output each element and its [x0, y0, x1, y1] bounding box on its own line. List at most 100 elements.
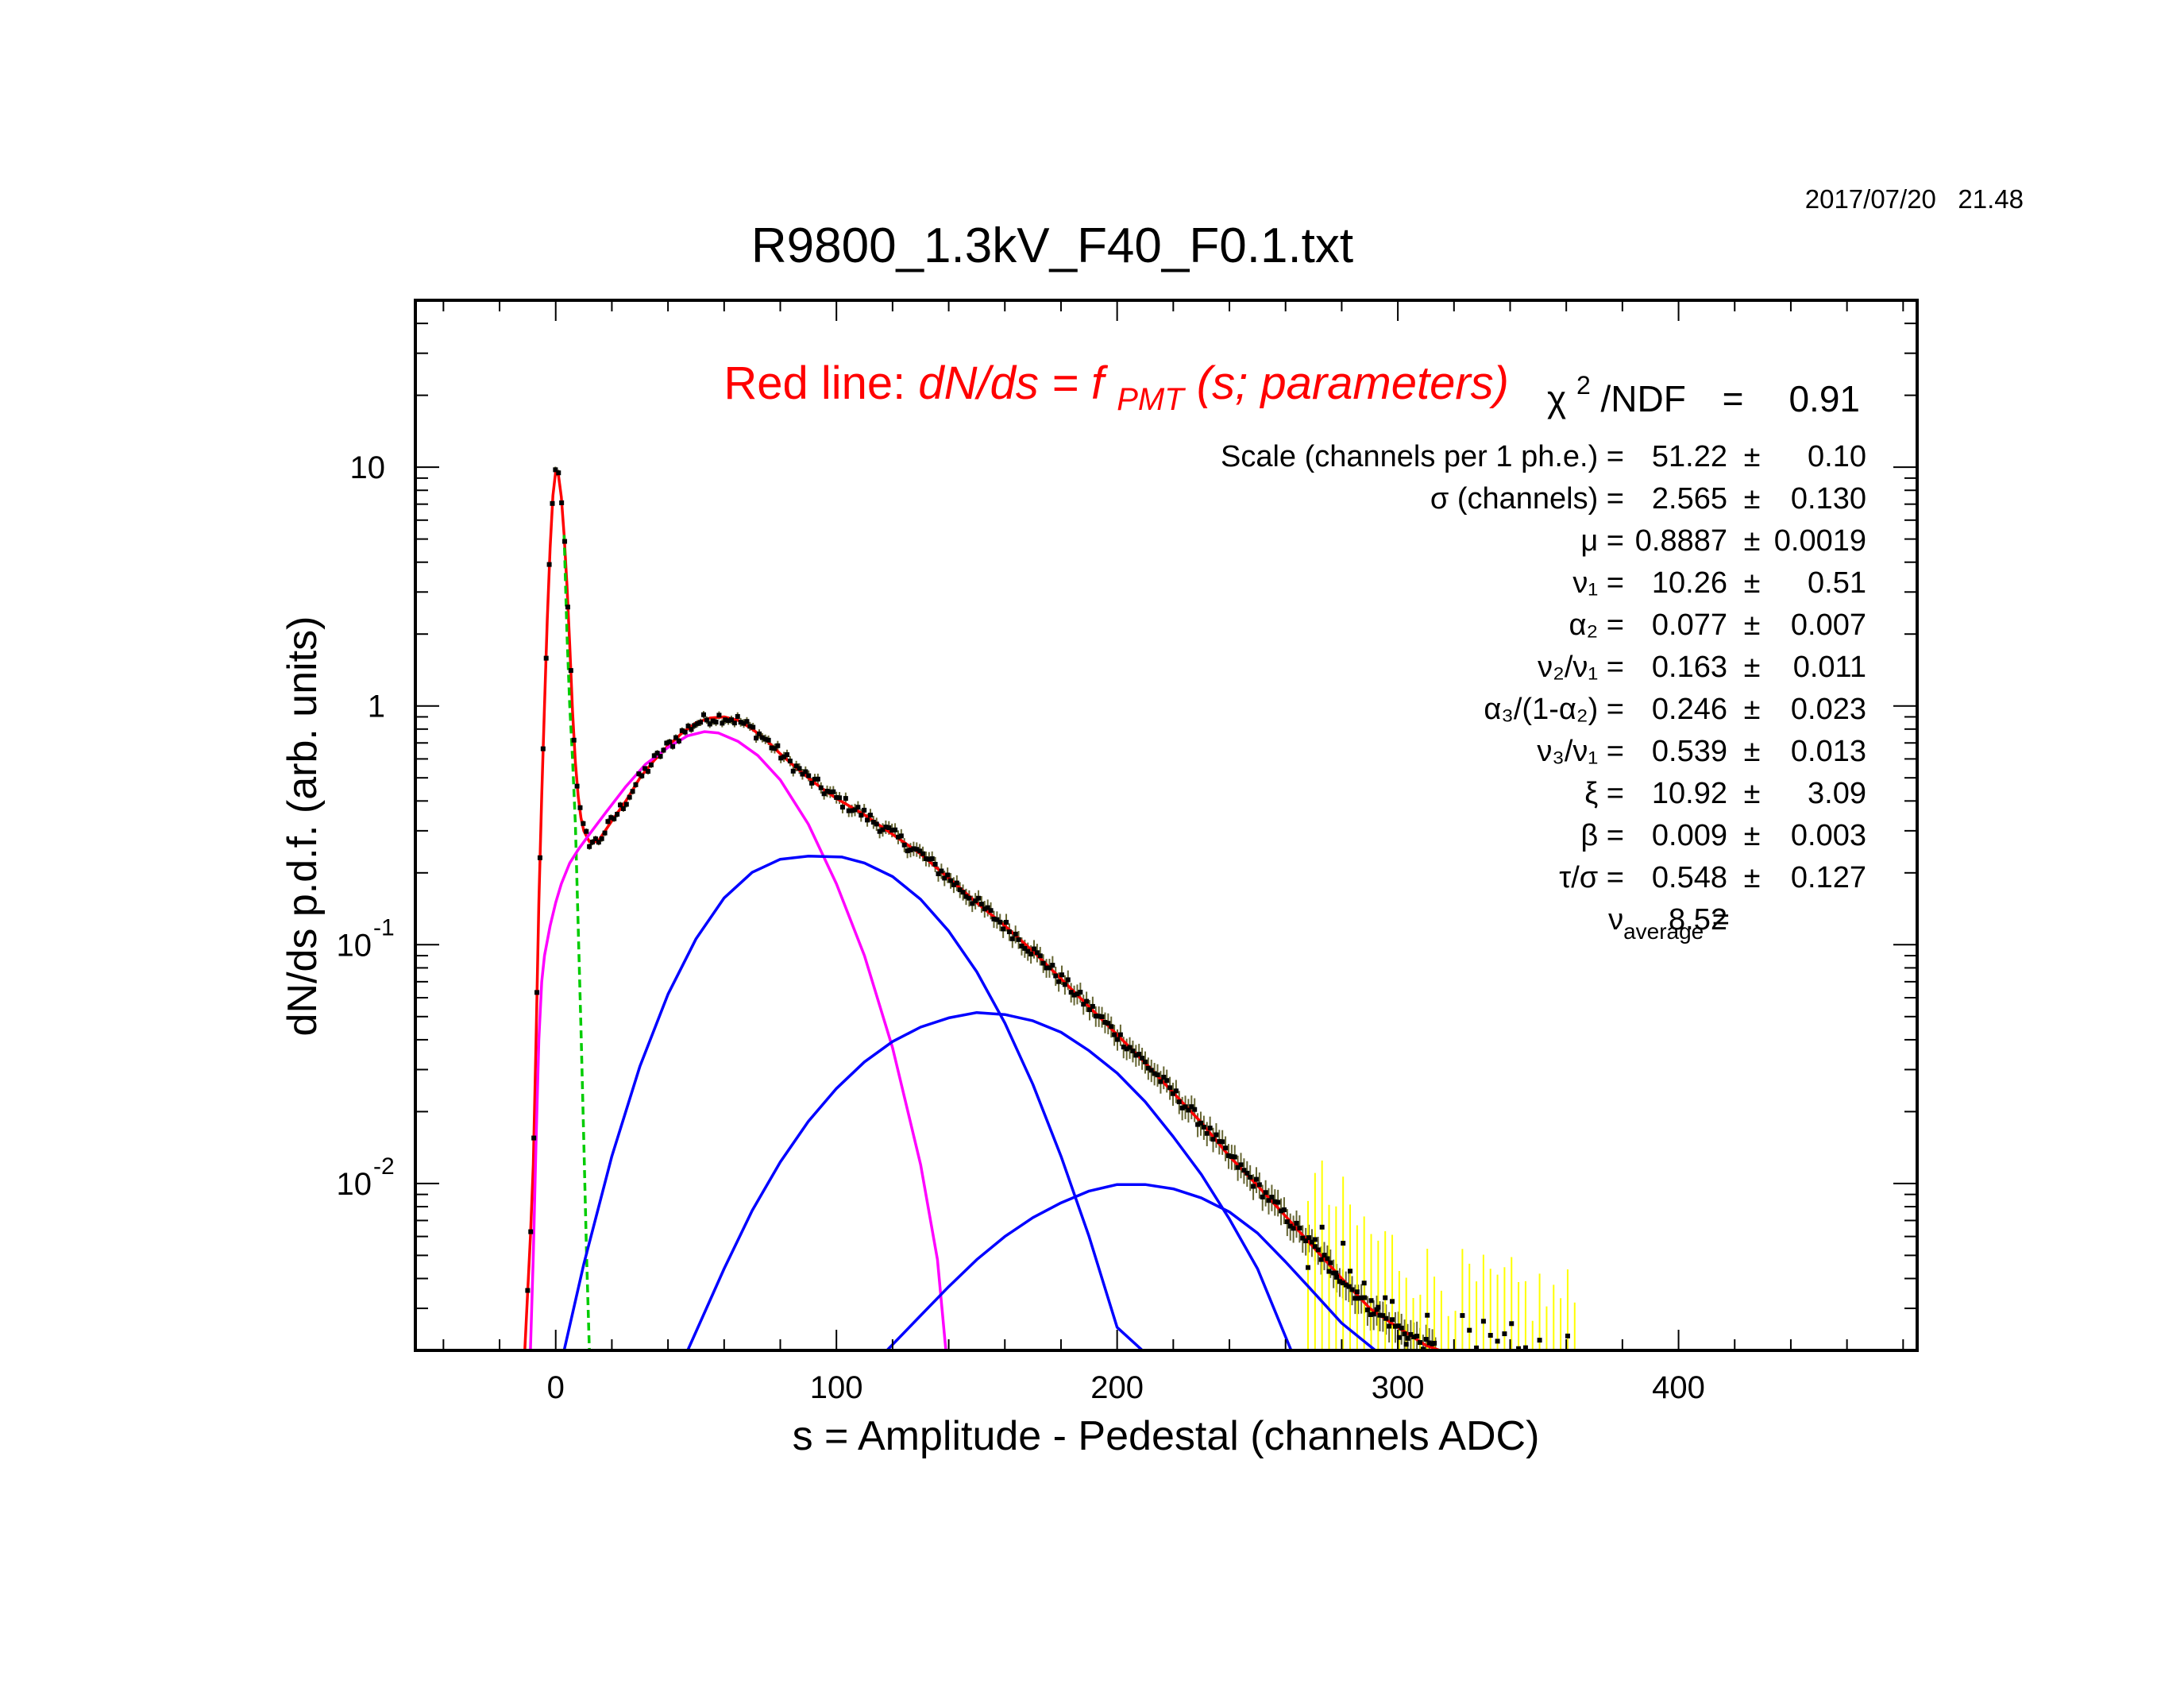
data-point [803, 769, 808, 774]
param-label: ν₁ = [1572, 566, 1624, 600]
data-point [1109, 1024, 1114, 1029]
data-point [636, 771, 642, 777]
param-value: 51.22 [1652, 440, 1727, 473]
data-point [1176, 1099, 1182, 1105]
data-point [973, 898, 978, 904]
data-point [843, 796, 848, 802]
data-point [1130, 1049, 1136, 1054]
data-point [1377, 1312, 1383, 1318]
data-point [1281, 1207, 1287, 1212]
data-point [618, 802, 623, 808]
data-point [1341, 1241, 1346, 1246]
data-point [1284, 1219, 1290, 1225]
data-point [985, 905, 990, 910]
data-point [997, 919, 1003, 925]
data-point [1362, 1295, 1368, 1300]
data-point [1309, 1239, 1314, 1245]
annotation-prefix: Red line: [723, 357, 905, 409]
data-point [1210, 1137, 1216, 1142]
data-point [1467, 1327, 1472, 1333]
data-point [1173, 1088, 1179, 1094]
data-point [756, 731, 762, 736]
data-point [766, 737, 771, 743]
annotation-formula-rhs: (s; parameters) [1197, 357, 1509, 409]
data-point [587, 844, 592, 849]
data-point [970, 901, 975, 906]
data-point [571, 737, 577, 743]
param-value: 2.565 [1652, 482, 1727, 516]
data-point [1266, 1198, 1271, 1203]
data-point [720, 720, 725, 726]
data-point [772, 746, 778, 751]
data-point [1279, 1208, 1284, 1214]
param-value: 10.26 [1652, 566, 1727, 600]
data-point [831, 789, 836, 794]
data-point [893, 827, 898, 832]
data-point [1376, 1304, 1381, 1310]
fit-curve-0 [523, 469, 1441, 1350]
data-point [1152, 1071, 1157, 1076]
data-point [994, 917, 1000, 922]
param-value: 0.163 [1652, 651, 1727, 684]
data-point [1084, 999, 1090, 1004]
data-point [1303, 1238, 1309, 1244]
param-plus-minus: ± [1744, 651, 1761, 684]
data-point [1352, 1296, 1358, 1301]
param-label: σ (channels) = [1430, 482, 1624, 516]
chart-title: R9800_1.3kV_F40_F0.1.txt [751, 218, 1353, 273]
chi2-symbol: χ [1547, 378, 1566, 419]
data-point [1263, 1190, 1268, 1196]
data-point [685, 724, 691, 729]
data-point [590, 840, 596, 845]
data-point [1420, 1346, 1426, 1350]
data-point [951, 882, 956, 887]
data-point [1244, 1170, 1250, 1176]
data-point [982, 906, 987, 912]
data-point [1269, 1195, 1275, 1200]
data-point [1186, 1107, 1191, 1113]
data-point [1425, 1312, 1430, 1318]
data-point [1093, 1014, 1098, 1019]
annotation-formula-lhs: dN/ds = f [918, 357, 1109, 409]
data-point [1179, 1105, 1185, 1111]
data-point [1117, 1032, 1123, 1037]
param-label: τ/σ = [1559, 861, 1624, 894]
data-point [1495, 1338, 1500, 1344]
data-point [1106, 1021, 1111, 1026]
data-point [1229, 1153, 1234, 1159]
data-point [1368, 1311, 1373, 1317]
data-point [939, 868, 944, 874]
data-point [620, 805, 626, 811]
data-point [1204, 1130, 1210, 1136]
data-point [1383, 1295, 1388, 1300]
data-point [1207, 1126, 1213, 1131]
data-point [1019, 943, 1024, 948]
data-point [1050, 963, 1055, 968]
data-point [1170, 1091, 1175, 1096]
data-point [963, 894, 969, 899]
param-plus-minus: ± [1744, 693, 1761, 726]
data-point [923, 856, 928, 861]
data-point [895, 834, 901, 840]
param-label: Scale (channels per 1 ph.e.) = [1221, 440, 1624, 473]
data-point [855, 805, 861, 810]
annotation-formula-sub: PMT [1117, 382, 1186, 417]
y-tick-label: 1 [368, 689, 385, 724]
data-point [834, 794, 839, 800]
data-point [1220, 1139, 1225, 1145]
data-point [1364, 1307, 1370, 1312]
data-point [1253, 1176, 1259, 1182]
data-point [1446, 1381, 1451, 1385]
chi2-ndf: /NDF [1601, 378, 1686, 419]
data-point [877, 829, 882, 834]
data-point [1248, 1175, 1253, 1180]
data-point [1544, 1370, 1549, 1375]
data-point [1260, 1194, 1265, 1199]
data-point [565, 605, 570, 610]
param-plus-minus: ± [1744, 482, 1761, 516]
data-point [701, 712, 707, 717]
data-point [1025, 948, 1031, 954]
data-point [615, 812, 620, 817]
data-point [1480, 1319, 1486, 1324]
